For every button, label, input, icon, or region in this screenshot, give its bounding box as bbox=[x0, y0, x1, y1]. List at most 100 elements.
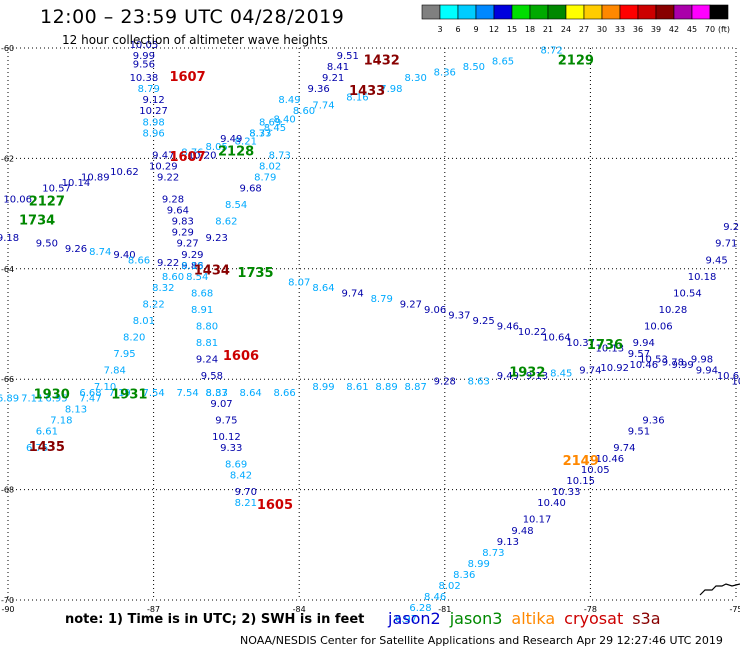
wave-height-value: 8.60 bbox=[162, 272, 184, 283]
legend-s3a: s3a bbox=[632, 609, 661, 628]
scale-tick-label: 30 bbox=[597, 25, 607, 34]
wave-height-points: 8.728.658.508.368.307.988.167.748.608.40… bbox=[0, 40, 740, 625]
pass-time-label: 1607 bbox=[169, 150, 205, 165]
scale-tick-label: 36 bbox=[633, 25, 643, 34]
wave-height-value: 9.94 bbox=[633, 338, 655, 349]
scale-swatch bbox=[709, 4, 729, 20]
wave-height-value: 9.12 bbox=[142, 95, 164, 106]
pass-time-label: 1930 bbox=[34, 388, 70, 403]
scale-swatch bbox=[529, 4, 549, 20]
pass-time-label: 2149 bbox=[563, 454, 599, 469]
pass-time-label: 1605 bbox=[257, 498, 293, 513]
wave-height-value: 9.57 bbox=[628, 349, 650, 360]
wave-height-value: 8.73 bbox=[269, 150, 291, 161]
wave-height-value: 10.28 bbox=[659, 305, 688, 316]
wave-height-value: 10.53 bbox=[639, 355, 668, 366]
wave-height-value: 9.25 bbox=[472, 316, 494, 327]
wave-height-value: 8.83 bbox=[206, 388, 228, 399]
lon-tick-label: -84 bbox=[293, 605, 306, 614]
wave-height-value: 8.87 bbox=[405, 382, 427, 393]
wave-height-value: 8.64 bbox=[240, 388, 262, 399]
wave-height-value: 10.61 bbox=[717, 371, 740, 382]
wave-height-value: 8.37 bbox=[249, 128, 271, 139]
pass-time-label: 1931 bbox=[111, 388, 147, 403]
wave-height-value: 8.21 bbox=[235, 137, 257, 148]
wave-height-value: 9.18 bbox=[0, 233, 19, 244]
wave-height-value: 10.29 bbox=[149, 161, 178, 172]
coastline bbox=[699, 583, 740, 596]
lat-tick-label: -70 bbox=[1, 596, 14, 605]
scale-swatch bbox=[511, 4, 531, 20]
wave-height-value: 8.40 bbox=[274, 115, 296, 126]
scale-tick-label: 15 bbox=[507, 25, 517, 34]
scale-tick-label: 6 bbox=[455, 25, 460, 34]
wave-height-value: 8.72 bbox=[540, 46, 562, 57]
legend-jason3: jason3 bbox=[449, 609, 503, 628]
wave-height-value: 9.33 bbox=[220, 443, 242, 454]
wave-height-value: 9.13 bbox=[497, 537, 519, 548]
wave-height-value: 8.42 bbox=[230, 471, 252, 482]
wave-height-value: 8.64 bbox=[312, 283, 334, 294]
scale-tick-label: 24 bbox=[561, 25, 571, 34]
wave-height-value: 9.29 bbox=[172, 228, 194, 239]
lat-lon-grid bbox=[7, 47, 737, 601]
wave-height-value: 8.96 bbox=[142, 128, 164, 139]
scale-swatch bbox=[583, 4, 603, 20]
wave-height-value: 7.54 bbox=[142, 388, 164, 399]
wave-height-value: 9.58 bbox=[201, 371, 223, 382]
wave-height-value: 9.74 bbox=[341, 288, 363, 299]
wave-height-value: 9.70 bbox=[235, 487, 257, 498]
wave-height-value: 9.78 bbox=[662, 357, 684, 368]
lat-tick-label: -62 bbox=[1, 154, 14, 163]
wave-height-value: 9.06 bbox=[424, 305, 446, 316]
wave-height-value: 8.36 bbox=[453, 570, 475, 581]
wave-height-value: 9.68 bbox=[240, 184, 262, 195]
wave-height-value: 10.89 bbox=[81, 172, 110, 183]
wave-height-color-scale: 3 6 9 12 15 18 21 24 27 30 33 36 39 42 45 70 (ft) bbox=[421, 4, 730, 34]
scale-swatch bbox=[457, 4, 477, 20]
wave-height-value: 9.2 bbox=[723, 222, 739, 233]
wave-height-value: 8.76 bbox=[181, 148, 203, 159]
scale-tick-label: 18 bbox=[525, 25, 535, 34]
pass-time-label: 1606 bbox=[223, 349, 259, 364]
wave-height-value: 10.64 bbox=[542, 333, 571, 344]
wave-height-value: 8.60 bbox=[293, 106, 315, 117]
wave-height-value: 9.26 bbox=[65, 244, 87, 255]
wave-height-value: 6.97 bbox=[395, 614, 417, 625]
pass-time-label: 2129 bbox=[558, 54, 594, 69]
wave-height-value: 10.06 bbox=[3, 195, 32, 206]
scale-swatch bbox=[475, 4, 495, 20]
pass-time-label: 1932 bbox=[509, 365, 545, 380]
wave-height-value: 9.28 bbox=[434, 377, 456, 388]
wave-height-value: 10.05 bbox=[581, 465, 610, 476]
scale-swatch bbox=[547, 4, 567, 20]
lat-tick-label: -64 bbox=[1, 265, 14, 274]
wave-height-value: 9.71 bbox=[715, 239, 737, 250]
wave-height-value: 8.66 bbox=[128, 255, 150, 266]
wave-height-value: 8.63 bbox=[468, 377, 490, 388]
wave-height-value: 8.81 bbox=[196, 338, 218, 349]
wave-height-value: 8.69 bbox=[225, 460, 247, 471]
scale-swatch bbox=[439, 4, 459, 20]
wave-height-value: 8.99 bbox=[312, 382, 334, 393]
wave-height-value: 9.45 bbox=[705, 255, 727, 266]
wave-height-value: 9.94 bbox=[696, 366, 718, 377]
wave-height-value: 9.36 bbox=[307, 84, 329, 95]
wave-height-value: 9.07 bbox=[210, 399, 232, 410]
wave-height-value: 8.36 bbox=[434, 68, 456, 79]
wave-height-value: 8.74 bbox=[89, 247, 111, 258]
wave-height-value: 9.37 bbox=[448, 310, 470, 321]
wave-height-value: 10.37 bbox=[566, 338, 595, 349]
pass-time-label: 1435 bbox=[29, 440, 65, 455]
scale-swatch bbox=[655, 4, 675, 20]
wave-height-value: 9.99 bbox=[671, 360, 693, 371]
wave-height-value: 10.92 bbox=[600, 363, 629, 374]
wave-height-value: 8.79 bbox=[138, 84, 160, 95]
wave-height-value: 7.18 bbox=[50, 415, 72, 426]
wave-height-value: 8.30 bbox=[405, 73, 427, 84]
wave-height-value: 10.12 bbox=[212, 432, 241, 443]
wave-height-value: 9.13 bbox=[526, 371, 548, 382]
wave-height-value: 9.49 bbox=[497, 371, 519, 382]
pass-time-label: 1734 bbox=[19, 214, 55, 229]
